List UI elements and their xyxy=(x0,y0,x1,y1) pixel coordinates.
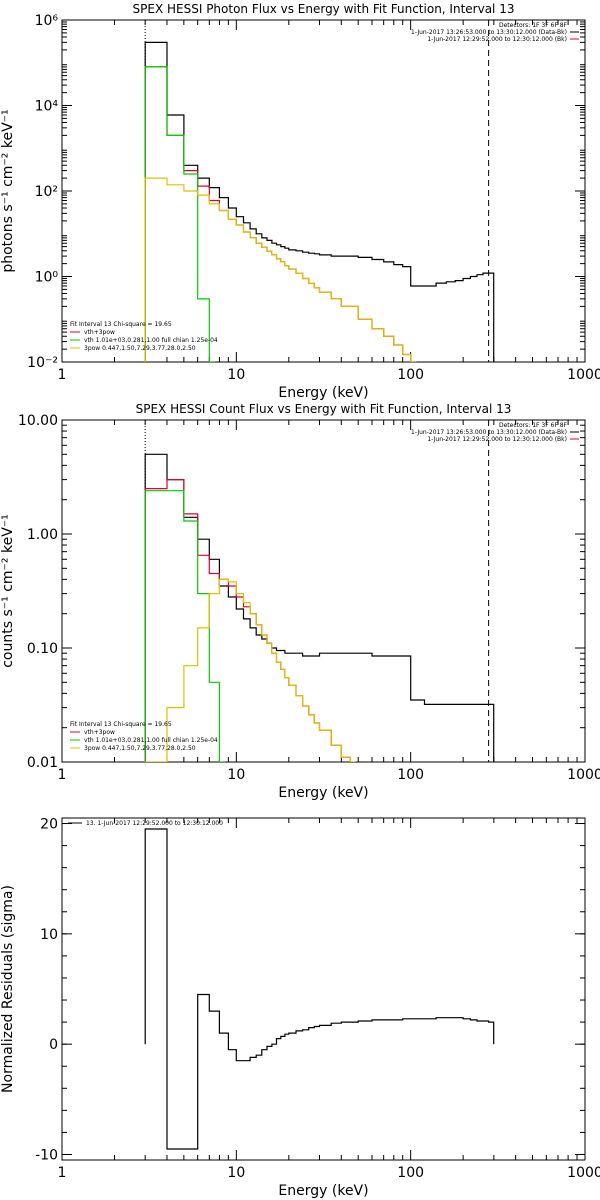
resid-ytick-label: 0 xyxy=(49,1037,58,1053)
count-ytick-label: 1.00 xyxy=(27,527,58,543)
photon-title: SPEX HESSI Photon Flux vs Energy with Fi… xyxy=(133,2,515,16)
photon-xtick-label: 1000 xyxy=(567,367,600,383)
photon-legend-top-0: Detectors: 1F 3F 6F 8F xyxy=(499,22,568,29)
count-ytick-label: 0.01 xyxy=(27,755,58,771)
resid-ylabel: Normalized Residuals (sigma) xyxy=(0,885,16,1093)
photon-legend-item-2: 3pow 0.447,1.50,7.29,3.77,28.0,2.50 xyxy=(84,345,196,352)
count-legend-top-0: Detectors: 1F 3F 6F 8F xyxy=(499,422,568,429)
photon-xtick-label: 100 xyxy=(397,367,424,383)
resid-ytick-label: 20 xyxy=(40,817,58,833)
count-xtick-label: 10 xyxy=(227,767,245,783)
resid-series-group xyxy=(144,828,495,1150)
count-title: SPEX HESSI Count Flux vs Energy with Fit… xyxy=(136,402,512,416)
count-ytick-label: 10.00 xyxy=(18,413,58,429)
photon-ytick-label: 10⁰ xyxy=(35,270,59,286)
photon-legend-top-2: 1-Jun-2017 12:29:52.000 to 12:30:12.000 … xyxy=(427,36,567,43)
photon-series-3 xyxy=(144,177,417,362)
resid-panel: 1 10 100 1000 -10 0 10 20 Energy (keV) Normalized… xyxy=(0,817,600,1199)
count-xtick-label: 100 xyxy=(397,767,424,783)
photon-legend-item-0: vth+3pow xyxy=(84,329,115,336)
photon-xtick-label: 10 xyxy=(227,367,245,383)
count-xlabel: Energy (keV) xyxy=(278,785,368,801)
count-legend-header: Fit Interval 13 Chi-square = 19.65 xyxy=(70,721,172,728)
resid-xtick-label: 10 xyxy=(227,1165,245,1181)
resid-legend-top-0: 13. 1-Jun-2017 12:29:52.000 to 12:30:12.… xyxy=(86,820,223,827)
photon-ytick-label: 10⁴ xyxy=(35,99,59,115)
photon-series-2 xyxy=(144,66,216,362)
count-legend-top-2: 1-Jun-2017 12:29:52.000 to 12:30:12.000 … xyxy=(427,436,567,443)
photon-series-0 xyxy=(144,41,495,362)
resid-frame xyxy=(61,817,586,1161)
photon-xlabel: Energy (keV) xyxy=(278,385,368,401)
count-series-3 xyxy=(145,578,356,762)
photon-legend-header: Fit Interval 13 Chi-square = 19.65 xyxy=(70,321,172,328)
count-legend-item-2: 3pow 0.447,1.50,7.29,3.77,28.0,2.50 xyxy=(84,745,196,752)
photon-legend-item-1: vth 1.01e+03,0.281,1.00 full chian 1.25e… xyxy=(84,337,218,344)
photon-legend-top-1: 1-Jun-2017 13:26:53.000 to 13:30:12.000 … xyxy=(411,29,567,36)
resid-xlabel: Energy (keV) xyxy=(278,1183,368,1199)
photon-xtick-label: 1 xyxy=(58,367,67,383)
resid-xtick-label: 100 xyxy=(397,1165,424,1181)
photon-ylabel: photons s⁻¹ cm⁻² keV⁻¹ xyxy=(0,109,16,272)
resid-ytick-label: -10 xyxy=(35,1147,58,1163)
count-legend-item-0: vth+3pow xyxy=(84,729,115,736)
count-panel: SPEX HESSI Count Flux vs Energy with Fit… xyxy=(0,402,600,801)
resid-xtick-label: 1 xyxy=(58,1165,67,1181)
count-legend-item-1: vth 1.01e+03,0.281,1.00 full chian 1.25e… xyxy=(84,737,218,744)
photon-series-group xyxy=(144,41,495,362)
count-series-group xyxy=(144,453,495,762)
photon-ytick-label: 10⁻² xyxy=(27,355,58,371)
resid-ytick-label: 10 xyxy=(40,927,58,943)
photon-ytick-label: 10⁶ xyxy=(35,13,59,29)
count-legend-top-1: 1-Jun-2017 13:26:53.000 to 13:30:12.000 … xyxy=(411,429,567,436)
photon-series-1 xyxy=(144,66,417,362)
photon-frame xyxy=(61,19,586,363)
count-series-0 xyxy=(144,453,495,762)
count-frame xyxy=(61,419,586,763)
count-series-2 xyxy=(144,490,226,762)
count-xtick-label: 1 xyxy=(58,767,67,783)
photon-panel: SPEX HESSI Photon Flux vs Energy with Fi… xyxy=(0,2,600,401)
resid-xtick-label: 1000 xyxy=(567,1165,600,1181)
resid-series-0 xyxy=(144,828,495,1150)
photon-ytick-label: 10² xyxy=(35,184,58,200)
count-ytick-label: 0.10 xyxy=(27,641,58,657)
count-ylabel: counts s⁻¹ cm⁻² keV⁻¹ xyxy=(0,514,16,668)
count-xtick-label: 1000 xyxy=(567,767,600,783)
